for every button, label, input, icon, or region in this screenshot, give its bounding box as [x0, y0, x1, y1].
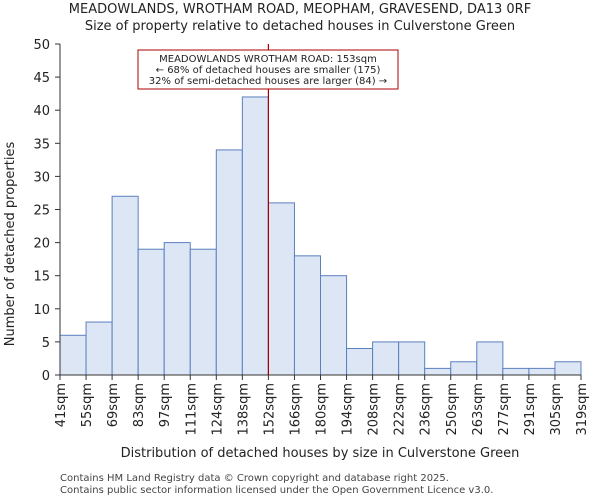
bar-222sqm: [398, 341, 426, 376]
bar-236sqm: [424, 367, 452, 376]
bar-194sqm: [346, 348, 374, 376]
y-tick-label: 20: [33, 237, 50, 252]
x-axis-label: Distribution of detached houses by size …: [121, 446, 520, 461]
x-tick-label: 41sqm: [54, 383, 69, 427]
chart-subtitle: Size of property relative to detached ho…: [84, 19, 516, 34]
bar-166sqm: [293, 255, 322, 376]
x-tick-label: 319sqm: [575, 383, 590, 436]
x-tick-label: 55sqm: [80, 383, 95, 427]
y-tick-label: 10: [33, 303, 50, 318]
bar-111sqm: [189, 248, 217, 376]
x-tick-label: 152sqm: [262, 383, 277, 436]
x-tick-label: 305sqm: [549, 383, 564, 436]
y-axis-label: Number of detached properties: [3, 142, 18, 347]
bar-41sqm: [59, 334, 87, 376]
bar-250sqm: [450, 361, 478, 376]
bar-180sqm: [320, 275, 348, 376]
y-tick-label: 35: [33, 137, 50, 152]
x-tick-label: 250sqm: [445, 383, 460, 436]
x-tick-label: 138sqm: [236, 383, 251, 436]
x-tick-label: 194sqm: [341, 383, 356, 436]
footer-copyright: Contains HM Land Registry data © Crown c…: [60, 473, 449, 484]
y-tick-label: 25: [33, 204, 50, 219]
y-tick-label: 50: [33, 38, 50, 53]
x-tick-label: 83sqm: [132, 383, 147, 427]
x-tick-label: 111sqm: [184, 383, 199, 436]
x-tick-label: 263sqm: [471, 383, 486, 436]
y-tick-label: 30: [33, 170, 50, 185]
bar-83sqm: [137, 248, 165, 376]
x-tick-label: 236sqm: [419, 383, 434, 436]
histogram-chart: 0 5 10 15 20 25 30 35 40 45 50 41sqm 55sqm 69sqm 83sq…: [3, 38, 590, 461]
annotation-box: [137, 49, 399, 90]
x-tick-label: 69sqm: [106, 383, 121, 427]
y-tick-label: 5: [42, 336, 50, 351]
bar-263sqm: [476, 341, 504, 376]
y-tick-label: 45: [33, 71, 50, 86]
bar-69sqm: [111, 195, 139, 376]
bar-277sqm: [502, 367, 530, 376]
bar-97sqm: [163, 242, 191, 376]
annotation-line: 32% of semi-detached houses are larger (…: [149, 76, 387, 87]
x-tick-label: 180sqm: [315, 383, 330, 436]
x-tick-label: 166sqm: [288, 383, 303, 436]
annotation-line: MEADOWLANDS WROTHAM ROAD: 153sqm: [159, 54, 377, 65]
x-tick-label: 291sqm: [523, 383, 538, 436]
x-tick-label: 97sqm: [158, 383, 173, 427]
bar-305sqm: [554, 361, 582, 376]
bar-208sqm: [372, 341, 400, 376]
x-tick-label: 124sqm: [210, 383, 225, 436]
x-tick-label: 208sqm: [367, 383, 382, 436]
bar-55sqm: [85, 321, 113, 376]
bar-138sqm: [241, 96, 269, 376]
y-tick-label: 0: [42, 369, 50, 384]
bar-124sqm: [215, 149, 243, 376]
y-tick-label: 40: [33, 104, 50, 119]
bar-291sqm: [528, 367, 556, 376]
chart-title: MEADOWLANDS, WROTHAM ROAD, MEOPHAM, GRAV…: [68, 2, 532, 17]
x-tick-label: 222sqm: [393, 383, 408, 436]
annotation-line: ← 68% of detached houses are smaller (17…: [156, 65, 381, 76]
footer-licence: Contains public sector information licen…: [60, 485, 494, 496]
x-tick-label: 277sqm: [497, 383, 512, 436]
y-tick-label: 15: [33, 270, 50, 285]
bar-152sqm: [267, 202, 295, 376]
